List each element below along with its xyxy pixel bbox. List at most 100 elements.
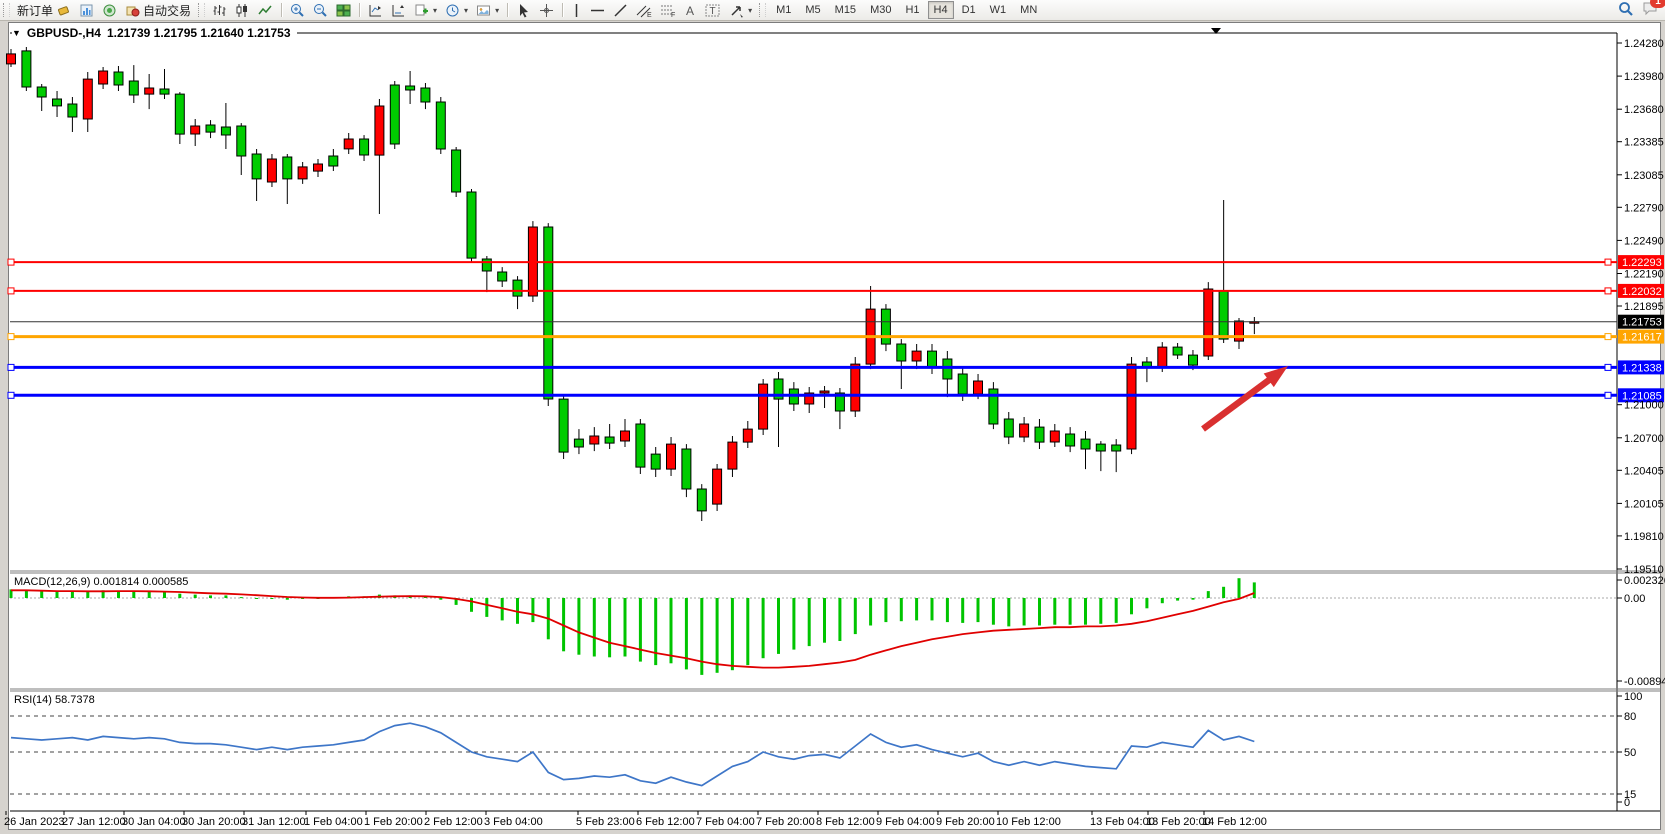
candle (604, 436, 615, 444)
add-indicator-icon (414, 3, 429, 18)
svg-text:1 Feb 20:00: 1 Feb 20:00 (364, 816, 423, 828)
hline-price-tag (1618, 329, 1664, 344)
notifications-chat-button[interactable]: 1 (1642, 0, 1665, 19)
toolbar-grip (759, 3, 767, 17)
chart-shift-marker[interactable] (1211, 28, 1221, 34)
period-window-button[interactable] (387, 0, 410, 20)
svg-text:30 Jan 04:00: 30 Jan 04:00 (122, 816, 186, 828)
candlestick-icon (235, 3, 250, 18)
candle (896, 343, 907, 362)
svg-text:8 Feb 12:00: 8 Feb 12:00 (816, 816, 875, 828)
svg-text:1.21753: 1.21753 (1622, 317, 1662, 329)
trendline-tool-button[interactable] (609, 0, 632, 20)
annotation-arrow[interactable] (1201, 366, 1288, 432)
candle (1234, 320, 1244, 342)
svg-text:0.002326: 0.002326 (1624, 575, 1665, 587)
auto-trading-button[interactable]: 自动交易 (121, 0, 195, 20)
one-click-trading-toggle[interactable]: ▼ (12, 28, 21, 38)
hline-1.22293[interactable]: 1.22293 (7, 255, 1664, 270)
candle (374, 105, 385, 156)
timeframe-button-m5[interactable]: M5 (805, 4, 821, 16)
candle (1019, 423, 1030, 438)
hline-1.21338[interactable]: 1.21338 (7, 360, 1664, 375)
candle (159, 88, 170, 95)
hline-left-handle (7, 287, 15, 295)
rsi-indicator-label: RSI(14) 58.7378 (14, 694, 95, 706)
candle (67, 103, 78, 118)
timeframe-button-m1[interactable]: M1 (776, 4, 792, 16)
zoom-out-icon (313, 3, 328, 18)
timeframe-button-m15[interactable]: M15 (834, 4, 857, 16)
toolbar-grip (3, 3, 10, 17)
candle (635, 423, 646, 468)
tile-windows-button[interactable] (332, 0, 355, 20)
hline-1.21617[interactable]: 1.21617 (7, 329, 1664, 344)
toolbar-separator (507, 3, 509, 17)
svg-text:10 Feb 12:00: 10 Feb 12:00 (996, 816, 1061, 828)
hline-1.22032[interactable]: 1.22032 (7, 283, 1664, 298)
bar-chart-icon (212, 3, 227, 18)
timeframe-button-d1[interactable]: D1 (961, 4, 976, 16)
timeframe-button-m30[interactable]: M30 (870, 4, 892, 16)
equidistant-channel-tool-button[interactable]: E (632, 0, 656, 20)
period-dropdown[interactable]: ▾ (441, 0, 472, 20)
candle (819, 390, 830, 394)
arrows-tool-icon (729, 3, 744, 18)
timeframe-button-mn[interactable]: MN (1020, 4, 1038, 16)
candle (758, 383, 769, 430)
add-indicator-dropdown[interactable]: ▾ (410, 0, 441, 20)
candle (696, 488, 707, 512)
line-chart-mode-button[interactable] (254, 0, 277, 20)
bid-price-tag (1618, 314, 1664, 329)
bar-chart-mode-button[interactable] (208, 0, 231, 20)
cursor-icon (516, 3, 531, 18)
rsi-value: 58.7378 (54, 694, 95, 706)
fibonacci-tool-button[interactable]: F (656, 0, 680, 20)
tile-windows-icon (336, 3, 351, 18)
hline-1.21085[interactable]: 1.21085 (7, 388, 1664, 403)
candlestick-mode-button[interactable] (231, 0, 254, 20)
timeframe-button-h4[interactable]: H4 (927, 1, 954, 19)
channel-icon: E (636, 3, 652, 18)
svg-text:50: 50 (1624, 747, 1636, 759)
crosshair-tool-button[interactable] (535, 0, 558, 20)
candle (804, 392, 815, 405)
arrows-tool-dropdown[interactable]: ▾ (725, 0, 756, 20)
vertical-line-icon (571, 3, 582, 18)
svg-text:9 Feb 20:00: 9 Feb 20:00 (936, 816, 995, 828)
hline-right-handle (1604, 258, 1612, 266)
indicator-window-button[interactable] (364, 0, 387, 20)
template-dropdown[interactable]: ▾ (472, 0, 503, 20)
timeframe-button-w1[interactable]: W1 (989, 4, 1007, 16)
svg-text:13 Feb 20:00: 13 Feb 20:00 (1146, 816, 1211, 828)
horizontal-line-tool-button[interactable] (586, 0, 609, 20)
svg-text:7 Feb 20:00: 7 Feb 20:00 (756, 816, 815, 828)
search-icon[interactable] (1618, 1, 1634, 20)
zoom-out-button[interactable] (309, 0, 332, 20)
text-tool-button[interactable]: A (680, 0, 701, 20)
cursor-tool-button[interactable] (512, 0, 535, 20)
candle (6, 53, 16, 65)
new-order-button[interactable]: 新订单 (13, 0, 75, 20)
zoom-in-button[interactable] (286, 0, 309, 20)
candle (481, 258, 492, 272)
candle (712, 468, 723, 505)
chevron-down-icon: ▾ (464, 5, 469, 15)
candle (834, 392, 845, 412)
chart-profile-button[interactable] (75, 0, 98, 20)
timeframe-button-h1[interactable]: H1 (905, 4, 920, 16)
market-watch-button[interactable] (98, 0, 121, 20)
candle (98, 70, 109, 85)
candle (497, 271, 508, 282)
candle (236, 125, 247, 157)
toolbar-separator (359, 3, 361, 17)
vertical-line-tool-button[interactable] (567, 0, 586, 20)
new-order-label: 新订单 (17, 3, 54, 18)
candle (451, 149, 462, 193)
svg-text:1.21895: 1.21895 (1624, 301, 1664, 313)
text-label-tool-button[interactable]: T (701, 0, 725, 20)
bid-price-line: 1.21753 (10, 314, 1664, 329)
macd-name: MACD(12,26,9) (14, 576, 91, 588)
hline-price-tag (1618, 255, 1664, 270)
